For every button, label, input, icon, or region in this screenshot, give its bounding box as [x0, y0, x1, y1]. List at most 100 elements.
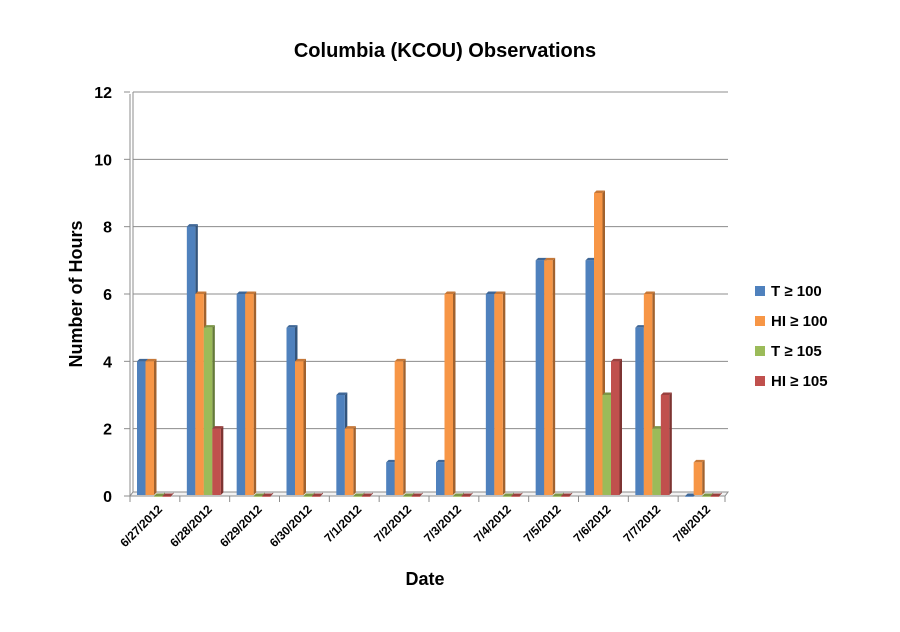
bar-front — [195, 294, 204, 495]
bar-front — [403, 496, 412, 497]
bar-top — [702, 493, 714, 496]
legend: T ≥ 100 HI ≥ 100 T ≥ 105 HI ≥ 105 — [755, 283, 828, 390]
bar-front — [186, 226, 196, 495]
legend-label: T ≥ 105 — [771, 343, 822, 360]
bar-top — [137, 358, 148, 362]
bars — [137, 190, 722, 497]
bar-hi105-7-1-2012 — [361, 492, 373, 497]
bar-top — [611, 358, 622, 362]
bar-front — [453, 496, 462, 497]
bar-top — [511, 493, 523, 496]
bar-front — [502, 496, 512, 497]
bar-top — [245, 291, 257, 294]
bar-front — [444, 294, 453, 495]
y-tick-label: 12 — [94, 85, 112, 102]
bar-front — [602, 395, 611, 495]
bar-hi105-7-2-2012 — [411, 492, 423, 497]
bar-t105-6-27-2012 — [154, 492, 165, 497]
bar-t105-7-5-2012 — [552, 492, 564, 497]
bar-front — [353, 496, 362, 497]
legend-label: HI ≥ 100 — [771, 313, 828, 330]
bar-front — [137, 361, 146, 495]
bar-top — [652, 426, 664, 429]
legend-label: T ≥ 100 — [771, 283, 822, 300]
bar-side — [253, 291, 257, 495]
bar-top — [162, 493, 174, 496]
y-tick-label: 8 — [103, 220, 112, 237]
bar-front — [336, 395, 345, 495]
bar-front — [286, 327, 295, 495]
axes — [124, 91, 726, 502]
bar-top — [195, 291, 207, 294]
bar-hi105-6-27-2012 — [162, 492, 174, 497]
bar-hi105-7-3-2012 — [461, 492, 473, 497]
legend-label: HI ≥ 105 — [771, 373, 828, 390]
bar-top — [286, 325, 298, 328]
bar-hi105-7-7-2012 — [660, 392, 672, 495]
bar-top — [403, 493, 415, 496]
bar-front — [561, 496, 570, 497]
bar-t105-7-4-2012 — [502, 492, 514, 497]
bar-hi100-7-8-2012 — [693, 459, 705, 495]
bar-front — [660, 395, 670, 495]
bar-top — [212, 426, 224, 429]
legend-swatch — [755, 286, 765, 296]
bar-front — [262, 496, 271, 497]
bar-top — [295, 358, 306, 362]
y-tick-label: 0 — [103, 489, 112, 506]
bar-t105-7-3-2012 — [453, 492, 464, 497]
bar-top — [312, 493, 323, 496]
bar-front — [312, 496, 321, 497]
x-tick-label: 6/27/2012 — [117, 502, 165, 550]
y-tick-label: 4 — [103, 354, 112, 371]
bar-top — [561, 493, 573, 496]
bar-side — [303, 358, 306, 495]
bar-top — [411, 493, 423, 496]
bar-top — [361, 493, 373, 496]
bar-hi100-7-2-2012 — [394, 358, 406, 495]
bar-top — [145, 358, 157, 362]
bar-top — [236, 291, 248, 294]
legend-item: HI ≥ 100 — [755, 313, 828, 330]
bar-front — [511, 496, 520, 497]
y-tick-label: 6 — [103, 287, 112, 304]
bar-front — [386, 462, 395, 495]
bar-top — [394, 358, 406, 362]
bar-front — [585, 260, 594, 495]
x-tick-label: 7/4/2012 — [471, 502, 514, 545]
bar-hi105-6-28-2012 — [212, 426, 224, 495]
bar-hi105-6-30-2012 — [312, 492, 323, 497]
bar-front — [710, 496, 720, 497]
bar-top — [602, 392, 614, 395]
chart-title: Columbia (KCOU) Observations — [294, 40, 596, 62]
bar-front — [154, 496, 163, 497]
x-tick-label: 6/30/2012 — [267, 502, 315, 550]
y-tick-label: 2 — [103, 422, 112, 439]
legend-swatch — [755, 376, 765, 386]
bar-side — [552, 257, 556, 495]
bar-front — [494, 294, 503, 495]
bar-top — [594, 190, 605, 193]
y-tick-label: 10 — [94, 152, 112, 169]
bar-front — [203, 327, 213, 495]
legend-item: HI ≥ 105 — [755, 373, 828, 390]
bar-hi105-7-6-2012 — [611, 358, 622, 495]
bar-front — [693, 462, 703, 495]
bar-t105-7-8-2012 — [702, 492, 714, 497]
legend-swatch — [755, 316, 765, 326]
bar-t105-6-30-2012 — [303, 492, 315, 497]
bar-front — [652, 428, 661, 495]
bar-top — [544, 257, 556, 261]
bar-front — [635, 327, 644, 495]
bar-front — [162, 496, 171, 497]
legend-swatch — [755, 346, 765, 356]
bar-hi105-6-29-2012 — [262, 492, 274, 497]
bar-top — [552, 493, 564, 496]
bar-top — [253, 493, 265, 496]
bar-side — [619, 358, 622, 495]
bar-top — [386, 459, 398, 463]
bar-front — [461, 496, 470, 497]
bar-front — [702, 496, 711, 497]
